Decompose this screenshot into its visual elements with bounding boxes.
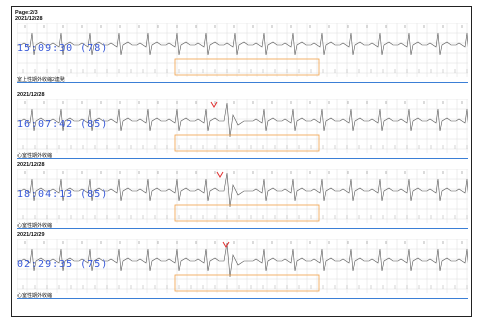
ecg-trace-4 — [17, 239, 468, 293]
rhythm-ticks — [22, 215, 468, 219]
ecg-grid — [17, 99, 468, 153]
strip-divider-3 — [17, 228, 468, 229]
strip-time-3: 18:04:13 (85) — [17, 189, 109, 200]
ecg-waveform — [17, 242, 468, 278]
page-label: Page:2/3 — [15, 10, 38, 16]
strip-caption-1: 室上性期外收縮2連発 — [17, 77, 65, 83]
report-page: Page:2/3 2021/12/28 15:09:30 (78) 室上性期外收… — [11, 6, 472, 317]
event-marker-icon — [210, 101, 218, 108]
beat-ticks — [24, 241, 463, 244]
strip-time-2: 16:07:42 (85) — [17, 119, 109, 130]
strip-caption-2: 心室性期外收縮 — [17, 153, 53, 159]
event-highlight-box — [174, 204, 320, 222]
strip-divider-4 — [17, 298, 468, 299]
ecg-strip-4: 2021/12/29 02:29:35 (75) 心室性期外收縮 — [17, 232, 468, 300]
rhythm-ticks — [22, 145, 468, 149]
strip-caption-3: 心室性期外收縮 — [17, 223, 53, 229]
ecg-grid — [17, 169, 468, 223]
ecg-trace-1 — [17, 23, 468, 77]
strip-caption-4: 心室性期外收縮 — [17, 293, 53, 299]
page-date: 2021/12/28 — [15, 16, 43, 22]
strip-date-2: 2021/12/28 — [17, 92, 45, 98]
beat-ticks — [24, 171, 463, 174]
event-highlight-box — [174, 274, 320, 292]
event-marker-icon — [216, 171, 224, 178]
beat-ticks — [24, 25, 463, 28]
ecg-waveform — [17, 172, 468, 208]
ecg-strip-3: 2021/12/28 18:04:13 (85) 心室性期外收縮 — [17, 162, 468, 230]
event-highlight-box — [174, 58, 320, 76]
beat-ticks — [24, 101, 463, 104]
event-marker-icon — [222, 241, 230, 248]
rhythm-ticks — [22, 285, 468, 289]
ecg-trace-2 — [17, 99, 468, 153]
strip-divider-1 — [17, 82, 468, 83]
ecg-waveform — [17, 32, 468, 56]
event-highlight-box — [174, 134, 320, 152]
ecg-grid — [17, 23, 468, 77]
strip-divider-2 — [17, 158, 468, 159]
rhythm-ticks — [22, 69, 468, 73]
ecg-grid — [17, 239, 468, 293]
strip-date-4: 2021/12/29 — [17, 232, 45, 238]
ecg-strip-2: 2021/12/28 16:07:42 (85) 心室性期外收縮 — [17, 92, 468, 160]
ecg-strip-1: 15:09:30 (78) 室上性期外收縮2連発 — [17, 16, 468, 84]
ecg-waveform — [17, 102, 468, 138]
strip-time-1: 15:09:30 (78) — [17, 43, 109, 54]
strip-time-4: 02:29:35 (75) — [17, 259, 109, 270]
ecg-trace-3 — [17, 169, 468, 223]
strip-date-3: 2021/12/28 — [17, 162, 45, 168]
